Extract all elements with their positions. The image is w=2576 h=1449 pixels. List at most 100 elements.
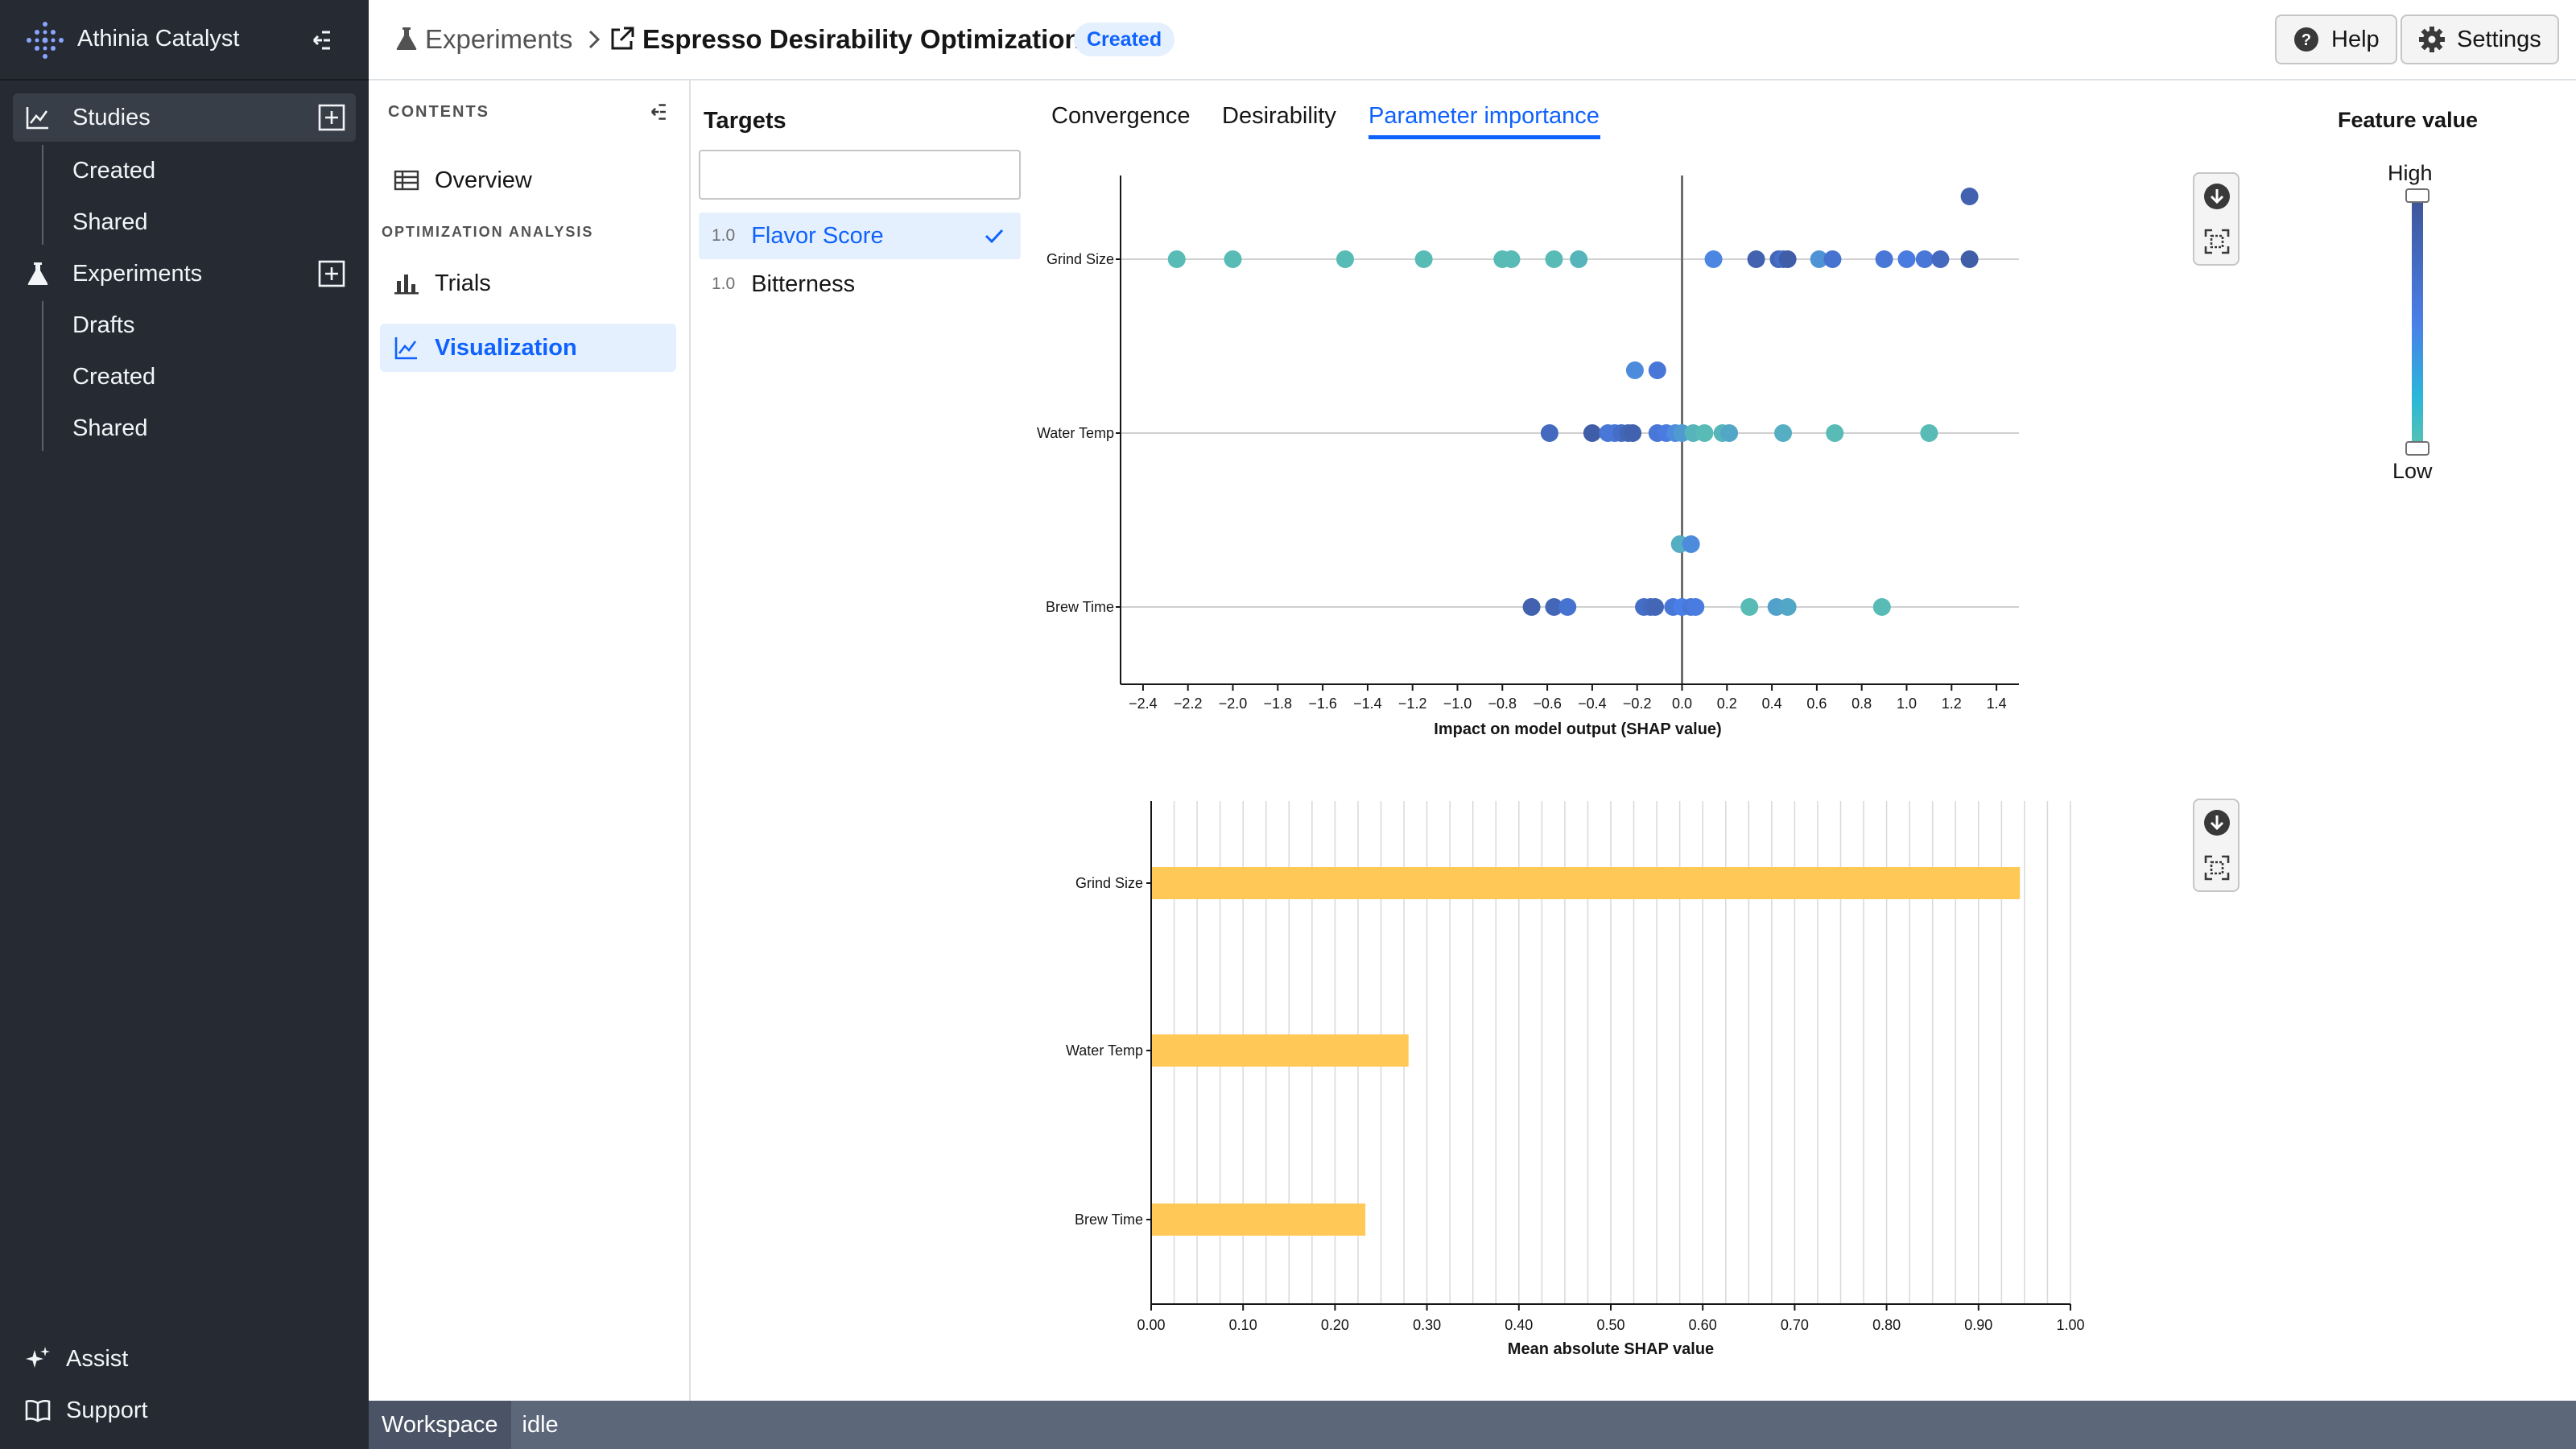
target-name: Flavor Score [751, 222, 884, 249]
target-item-flavor-score[interactable]: 1.0 Flavor Score [699, 213, 1021, 259]
shap-point [1502, 250, 1521, 268]
contents-overview[interactable]: Overview [380, 156, 676, 204]
shap-point [1875, 250, 1893, 268]
shap-point [1960, 188, 1979, 205]
nav-experiments-drafts[interactable]: Drafts [72, 312, 135, 338]
shap-point [1648, 361, 1666, 379]
legend-title: Feature value [2338, 108, 2479, 132]
status-bar: Workspace idle [369, 1401, 2576, 1449]
legend-low-handle[interactable] [2405, 441, 2429, 456]
x-tick-label: −0.6 [1533, 696, 1562, 712]
x-tick-label: 1.4 [1987, 696, 2007, 712]
x-tick-label: 0.6 [1806, 696, 1827, 712]
nav-studies-shared[interactable]: Shared [72, 209, 148, 235]
shap-point [1915, 250, 1934, 268]
target-name: Bitterness [751, 270, 856, 297]
nav-studies-created[interactable]: Created [72, 158, 156, 184]
add-experiment-icon[interactable] [317, 259, 346, 288]
shap-point [1960, 250, 1979, 268]
targets-heading: Targets [704, 108, 786, 134]
shap-point [1897, 250, 1916, 268]
fit-screen-icon[interactable] [2202, 853, 2231, 882]
status-badge: Created [1074, 23, 1175, 56]
breadcrumb-experiments[interactable]: Experiments [425, 24, 573, 54]
shap-point [1931, 250, 1950, 268]
tab-convergence[interactable]: Convergence [1051, 103, 1191, 129]
nav-studies[interactable]: Studies [13, 93, 356, 142]
settings-button[interactable]: Settings [2401, 14, 2559, 64]
shap-point [1522, 598, 1541, 616]
analysis-section-label: OPTIMIZATION ANALYSIS [382, 224, 594, 240]
shap-point [1823, 250, 1842, 268]
shap-point [1778, 598, 1797, 616]
x-tick-label: −0.4 [1578, 696, 1607, 712]
external-link-icon[interactable] [609, 24, 636, 53]
app-name: Athinia Catalyst [77, 26, 240, 52]
shap-point [1686, 598, 1705, 616]
fit-screen-icon[interactable] [2202, 227, 2231, 256]
shap-point [1625, 361, 1644, 379]
shap-point [1624, 424, 1642, 442]
settings-label: Settings [2457, 26, 2541, 52]
target-search-input[interactable] [720, 155, 1011, 195]
legend-high-handle[interactable] [2405, 188, 2429, 203]
chart1-toolbar [2193, 172, 2240, 266]
x-tick-label: 0.8 [1852, 696, 1872, 712]
contents-panel: CONTENTS Overview OPTIMIZATION ANALYSIS … [369, 80, 691, 1401]
x-tick-label: 0.80 [1872, 1317, 1901, 1333]
regex-icon[interactable] [1010, 161, 1012, 188]
shap-point [1810, 250, 1828, 268]
add-study-icon[interactable] [317, 103, 346, 132]
table-icon [394, 170, 419, 191]
assist-label: Assist [66, 1345, 129, 1372]
x-tick-label: −2.4 [1129, 696, 1158, 712]
shap-point [1720, 424, 1739, 442]
workspace-label: Workspace [369, 1401, 511, 1449]
support-label: Support [66, 1397, 148, 1423]
collapse-sidebar-icon[interactable] [303, 24, 335, 56]
download-icon[interactable] [2202, 808, 2231, 837]
x-tick-label: 0.4 [1762, 696, 1782, 712]
x-tick-label: 0.30 [1413, 1317, 1441, 1333]
x-axis-title: Impact on model output (SHAP value) [1434, 720, 1721, 738]
legend-color-scale [2412, 198, 2423, 448]
nav-experiments-label: Experiments [72, 260, 203, 287]
shap-point [1583, 424, 1601, 442]
target-item-bitterness[interactable]: 1.0 Bitterness [699, 261, 1021, 308]
shap-point [1682, 535, 1700, 553]
importance-bar [1151, 1034, 1409, 1067]
shap-point [1545, 250, 1563, 268]
nav-experiments[interactable]: Experiments [13, 250, 356, 298]
contents-visualization[interactable]: Visualization [380, 324, 676, 372]
search-icon [710, 174, 711, 175]
gear-icon [2419, 27, 2445, 52]
svg-text:?: ? [2301, 31, 2311, 49]
nav-experiments-shared[interactable]: Shared [72, 415, 148, 441]
chart2-toolbar [2193, 799, 2240, 892]
assist-link[interactable]: Assist [24, 1343, 128, 1375]
brand-bar: Athinia Catalyst [0, 0, 369, 80]
x-tick-label: 1.00 [2056, 1317, 2084, 1333]
tab-parameter-importance[interactable]: Parameter importance [1368, 103, 1600, 129]
help-button[interactable]: ? Help [2275, 14, 2397, 64]
target-weight: 1.0 [712, 275, 736, 293]
y-tick-label: Grind Size [1075, 875, 1143, 891]
tab-desirability[interactable]: Desirability [1222, 103, 1336, 129]
contents-trials[interactable]: Trials [380, 259, 676, 308]
collapse-contents-icon[interactable] [642, 98, 670, 126]
target-weight: 1.0 [712, 226, 736, 245]
nav-experiments-created[interactable]: Created [72, 364, 156, 390]
athinia-logo-icon [27, 22, 64, 59]
x-tick-label: 0.70 [1781, 1317, 1809, 1333]
support-link[interactable]: Support [24, 1394, 148, 1426]
download-icon[interactable] [2202, 182, 2231, 211]
y-tick-label: Grind Size [1046, 251, 1114, 267]
top-header: Experiments Espresso Desirability Optimi… [369, 0, 2576, 80]
shap-point [1747, 250, 1765, 268]
x-axis-title: Mean absolute SHAP value [1508, 1340, 1714, 1358]
tree-line [42, 301, 43, 451]
workspace-status: idle [522, 1411, 559, 1438]
shap-point [1826, 424, 1844, 442]
flask-icon [396, 27, 417, 50]
shap-point [1570, 250, 1588, 268]
